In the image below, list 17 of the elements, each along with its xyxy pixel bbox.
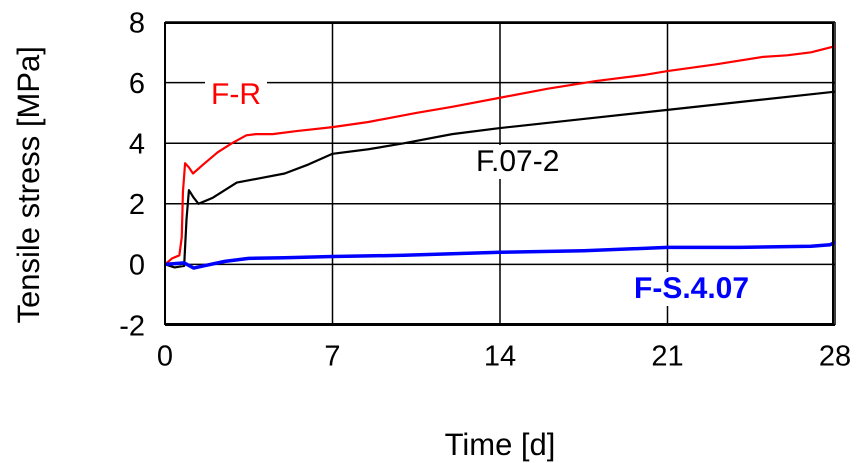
y-tick-label: -2 — [119, 310, 145, 342]
x-tick-label: 28 — [818, 340, 852, 373]
series-label: F-S.4.07 — [628, 272, 756, 306]
y-tick-label: 0 — [128, 250, 145, 282]
y-tick-label: 6 — [128, 68, 145, 100]
x-tick-label: 7 — [324, 340, 341, 373]
x-tick-label: 21 — [651, 340, 684, 373]
x-tick-label: 14 — [484, 340, 516, 373]
series-label: F-R — [205, 78, 267, 112]
line-series — [165, 45, 835, 266]
x-axis-title: Time [d] — [444, 427, 556, 462]
y-tick-label: 4 — [128, 128, 145, 160]
y-tick-label: 2 — [128, 189, 145, 222]
x-tick-label: 0 — [156, 340, 174, 373]
y-tick-label: 8 — [128, 7, 145, 40]
y-axis-title: Tensile stress [MPa] — [11, 46, 46, 324]
series-label: F.07-2 — [470, 145, 566, 179]
